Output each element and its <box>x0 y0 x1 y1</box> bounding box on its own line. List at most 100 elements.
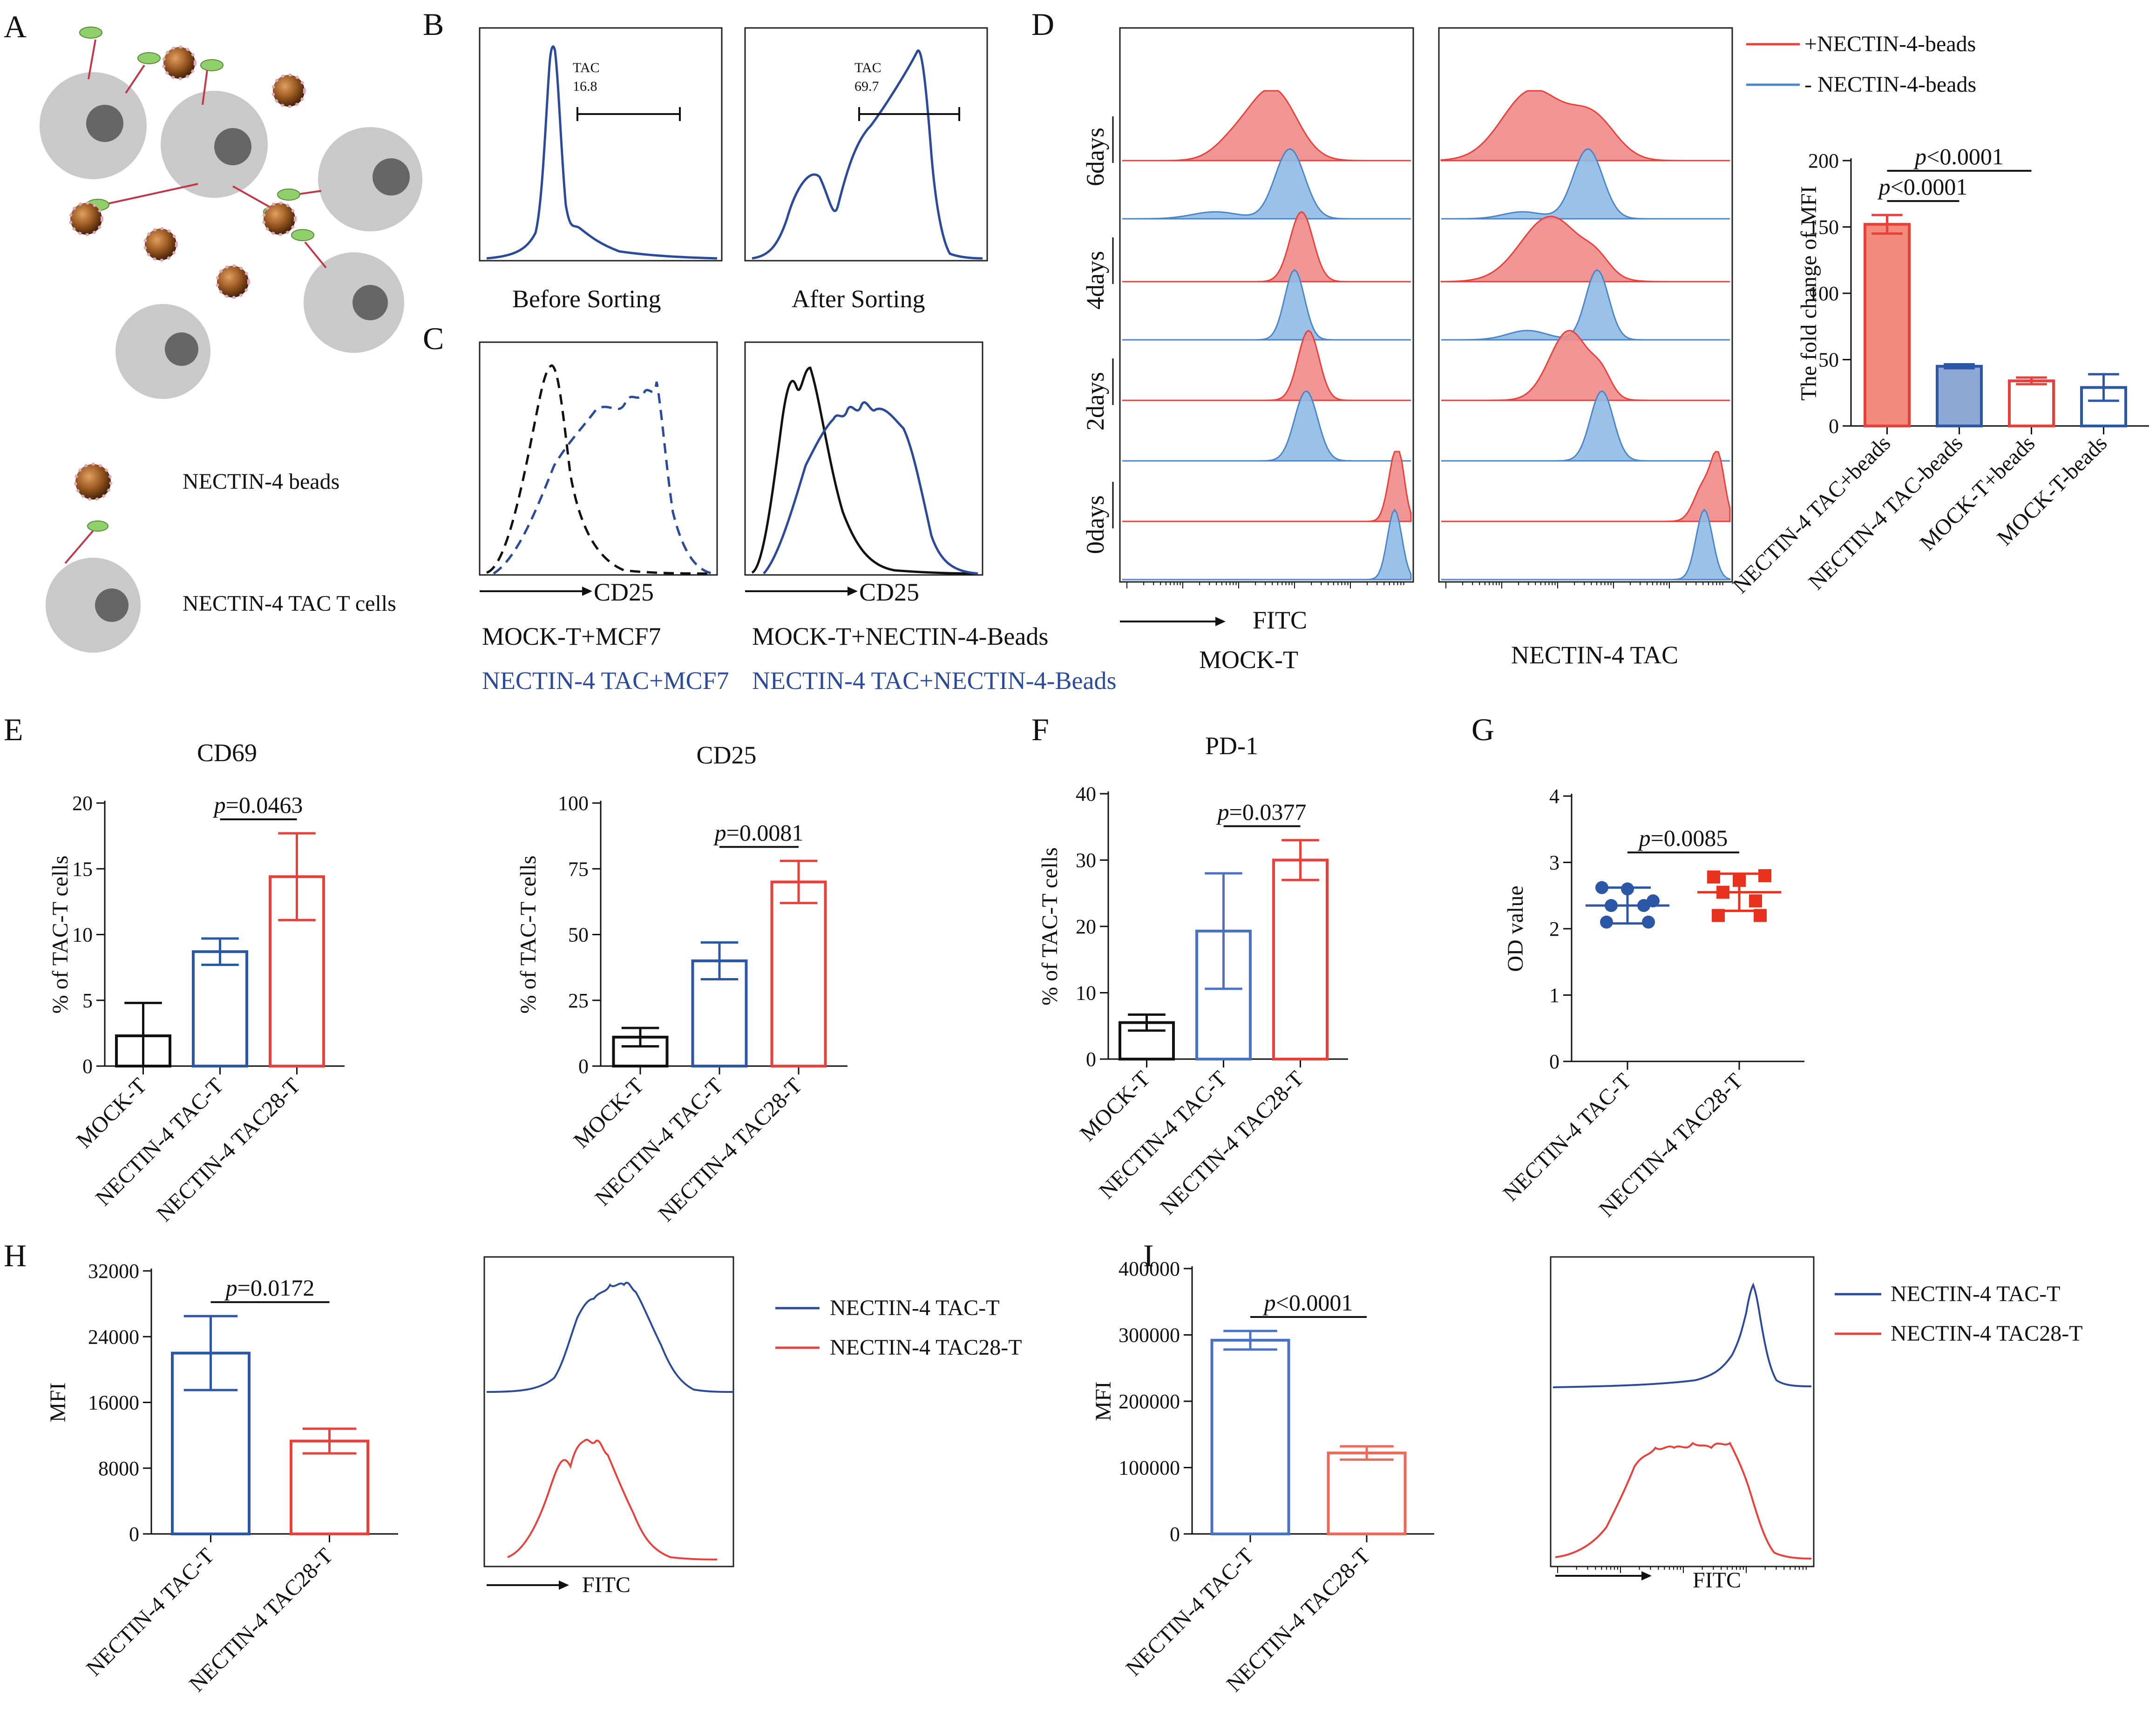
p-value-label: p<0.0001 <box>1263 1290 1353 1316</box>
p-value-label: p<0.0001 <box>1878 174 1968 200</box>
mock-histogram-2 <box>1122 211 1411 283</box>
i-overlay-tac-histogram <box>1553 1282 1812 1388</box>
y-axis-title: The fold change of MFI <box>1797 186 1821 400</box>
tac-histogram-5 <box>1441 390 1730 462</box>
beads-legend-label: NECTIN-4 beads <box>183 469 339 494</box>
y-tick-label: 40 <box>1076 783 1096 805</box>
c-left-mock-histogram <box>486 364 713 575</box>
chart-i-mfi: 0 100000 200000 300000 400000 MFI NECTIN-4 TAC… <box>1091 1257 1434 1696</box>
bar <box>192 950 248 1067</box>
after-sorting-histogram <box>752 49 983 260</box>
y-tick-label: 100000 <box>1119 1457 1180 1479</box>
category-label: MOCK-T <box>569 1073 648 1153</box>
y-tick-label: 75 <box>568 858 589 880</box>
tac-histogram-2 <box>1440 216 1730 283</box>
d-legend-minus-label: - NECTIN-4-beads <box>1804 72 1976 97</box>
panel-letter-i: I <box>1143 1238 1154 1273</box>
y-axis-title: MFI <box>1091 1381 1116 1421</box>
day-label-6: 6days <box>1081 128 1109 186</box>
panel-c: CD25 MOCK-T+MCF7 NECTIN-4 TAC+MCF7 CD25 … <box>479 341 1117 695</box>
panel-letter-h: H <box>4 1238 27 1273</box>
day-label-0: 0days <box>1081 495 1109 554</box>
mock-histogram-1 <box>1122 148 1411 220</box>
c-left-tac-histogram <box>493 381 713 575</box>
y-tick-label: 100 <box>558 792 589 815</box>
y-tick-label: 15 <box>72 858 93 880</box>
c-right-tac-caption: NECTIN-4 TAC+NECTIN-4-Beads <box>752 667 1117 695</box>
category-label: NECTIN-4 TAC-T <box>91 1073 228 1210</box>
d-mock-caption: MOCK-T <box>1199 646 1298 674</box>
category-label: NECTIN-4 TAC-T <box>1121 1543 1259 1681</box>
y-tick-label: 5 <box>82 989 93 1012</box>
data-point <box>1707 870 1720 884</box>
tac-histogram-4 <box>1441 330 1730 401</box>
panel-letter-b: B <box>423 7 444 42</box>
d-histogram-rows <box>1122 90 1731 581</box>
y-tick-label: 16000 <box>88 1391 139 1414</box>
chart-title: CD69 <box>197 739 257 767</box>
y-tick-label: 8000 <box>98 1457 139 1480</box>
c-left-axis-label: CD25 <box>594 578 654 606</box>
h-axis-label: FITC <box>582 1573 631 1597</box>
before-gate-label: TAC <box>573 60 600 75</box>
before-gate-value: 16.8 <box>573 79 597 94</box>
tac-histogram-6 <box>1441 451 1731 522</box>
d-mock-frame <box>1119 27 1414 583</box>
bar <box>1327 1452 1407 1535</box>
y-tick-label: 1 <box>1549 984 1559 1007</box>
tac-histogram-1 <box>1441 148 1730 220</box>
panel-b: TAC 16.8 Before Sorting TAC 69.7 After S… <box>479 27 988 313</box>
y-tick-label: 100 <box>1808 282 1839 305</box>
y-tick-label: 0 <box>129 1523 139 1546</box>
d-tac-caption: NECTIN-4 TAC <box>1511 641 1678 669</box>
mock-histogram-4 <box>1122 330 1411 401</box>
c-right-mock-histogram <box>751 366 978 575</box>
y-tick-label: 4 <box>1549 785 1559 808</box>
data-point <box>1600 915 1613 929</box>
chart-e-cd25: 0 25 50 75 100 % of TAC-T cells CD25 MOCK-TNECT… <box>516 741 847 1226</box>
h-overlay-tac28-histogram <box>507 1438 718 1560</box>
p-value-label: p=0.0172 <box>224 1275 315 1301</box>
i-legend-tac-label: NECTIN-4 TAC-T <box>1891 1282 2061 1306</box>
after-gate-value: 69.7 <box>854 79 879 94</box>
mock-histogram-6 <box>1122 451 1412 522</box>
bar <box>290 1439 369 1535</box>
y-tick-label: 50 <box>568 924 589 946</box>
y-tick-label: 2 <box>1549 918 1559 940</box>
y-tick-label: 0 <box>82 1055 93 1078</box>
data-point <box>1749 894 1762 908</box>
p-value-label: p<0.0001 <box>1913 143 2004 169</box>
t-cell-illustration <box>40 72 422 399</box>
y-tick-label: 0 <box>1549 1050 1559 1073</box>
y-axis-title: % of TAC-T cells <box>516 856 541 1014</box>
nectin4-bead-illustration <box>69 46 306 501</box>
y-axis-title: OD value <box>1503 885 1528 972</box>
d-axis-label: FITC <box>1253 606 1307 634</box>
c-right-axis-label: CD25 <box>859 578 919 606</box>
chart-e-cd69: 0 5 10 15 20 % of TAC-T cells CD69 MOCK-TNECTIN… <box>48 739 345 1226</box>
i-overlay-frame <box>1550 1256 1815 1567</box>
c-right-tac-histogram <box>763 401 978 575</box>
cells-legend-label: NECTIN-4 TAC T cells <box>183 591 396 616</box>
category-label: MOCK-T <box>72 1073 151 1153</box>
y-axis-title: MFI <box>46 1383 70 1422</box>
c-right-mock-caption: MOCK-T+NECTIN-4-Beads <box>752 622 1048 650</box>
c-left-frame <box>479 341 718 576</box>
c-left-tac-caption: NECTIN-4 TAC+MCF7 <box>482 667 729 695</box>
category-label: MOCK-T <box>1075 1066 1155 1146</box>
before-sorting-caption: Before Sorting <box>512 285 661 313</box>
y-tick-label: 150 <box>1808 216 1839 239</box>
i-legend-tac28-label: NECTIN-4 TAC28-T <box>1891 1321 2083 1346</box>
panel-letter-g: G <box>1471 712 1494 747</box>
i-overlay-tac28-histogram <box>1555 1442 1812 1560</box>
y-axis-title: % of TAC-T cells <box>1037 847 1062 1006</box>
chart-f-pd1: 0 10 20 30 40 % of TAC-T cells PD-1 MOCK-TNECTI… <box>1037 732 1348 1219</box>
mock-histogram-3 <box>1122 269 1411 341</box>
d-legend-plus-label: +NECTIN-4-beads <box>1804 32 1976 56</box>
p-value-label: p=0.0081 <box>713 819 804 845</box>
panel-letter-e: E <box>4 712 23 747</box>
i-axis-label: FITC <box>1693 1568 1741 1593</box>
